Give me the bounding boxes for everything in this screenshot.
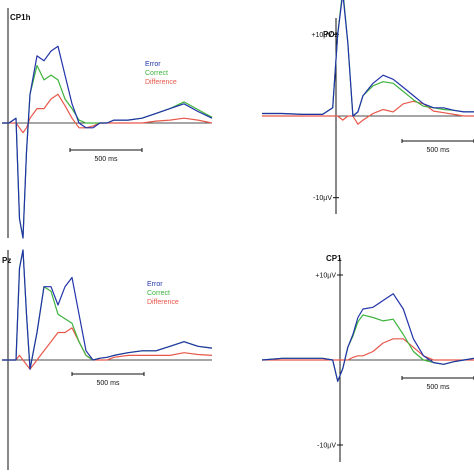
- scalebar-label: 500 ms: [97, 380, 120, 387]
- legend-difference: Difference: [147, 299, 179, 306]
- series-error: [2, 45, 213, 239]
- amplitude-label-neg: -10µV: [313, 195, 332, 202]
- scalebar-label: 500 ms: [95, 156, 118, 163]
- series-error: [261, 293, 474, 382]
- legend: Error Correct Difference: [147, 281, 179, 306]
- series-correct: [261, 314, 474, 382]
- scalebar-label: 500 ms: [427, 147, 450, 154]
- series-error: [262, 0, 474, 117]
- panel-cp1h: CP1h 500 ms Error Correct Difference: [2, 8, 213, 239]
- scalebar-label: 500 ms: [427, 384, 450, 391]
- series-difference: [2, 93, 213, 134]
- channel-title: POz: [323, 30, 339, 39]
- series-difference: [262, 100, 474, 125]
- channel-title: CP1h: [10, 13, 31, 22]
- legend-difference: Difference: [145, 79, 177, 86]
- amplitude-label-neg: -10µV: [317, 443, 336, 450]
- series-error: [2, 249, 213, 370]
- channel-title: Pz: [2, 256, 11, 265]
- series-correct: [262, 0, 474, 117]
- amplitude-label-pos: +10µV: [315, 273, 336, 280]
- legend-error: Error: [147, 281, 163, 288]
- legend-correct: Correct: [147, 290, 170, 297]
- channel-title: CP1: [326, 254, 342, 263]
- panel-cp1: +10µV -10µV CP1 500 ms: [261, 254, 474, 462]
- legend-error: Error: [145, 61, 161, 68]
- legend-correct: Correct: [145, 70, 168, 77]
- series-difference: [2, 327, 213, 370]
- series-correct: [2, 64, 213, 239]
- panel-pz: Pz 500 ms Error Correct Difference: [2, 249, 213, 470]
- legend: Error Correct Difference: [145, 61, 177, 86]
- series-difference: [262, 338, 474, 361]
- panel-poz: +10µV -10µV POz 500 ms: [262, 0, 474, 214]
- amplitude-label-pos: +10µV: [311, 32, 332, 39]
